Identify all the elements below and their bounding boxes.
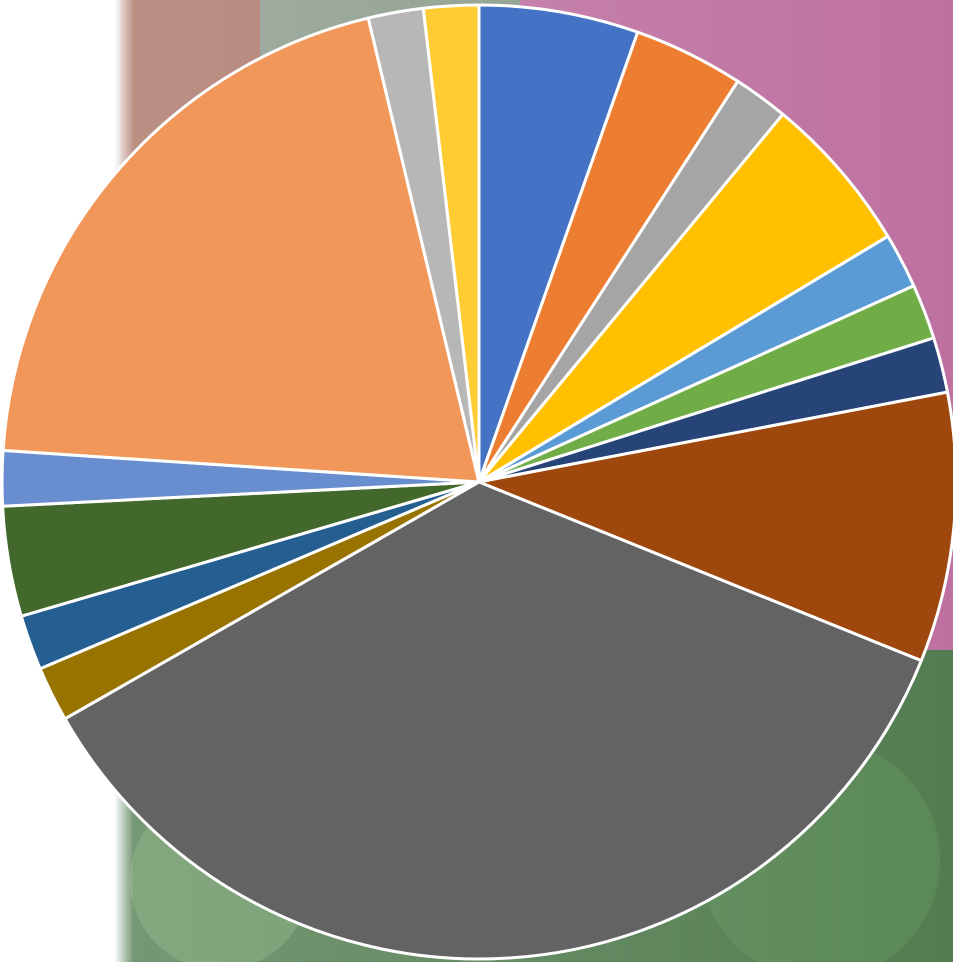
pie-slice-8 [477,390,953,663]
pie-slice-14 [1,16,481,484]
pie-slice-1 [477,3,640,484]
pie-slice-9 [63,480,923,961]
pie-slices [0,3,953,961]
pie-slice-16 [421,3,481,484]
pie-slice-4 [477,112,890,484]
